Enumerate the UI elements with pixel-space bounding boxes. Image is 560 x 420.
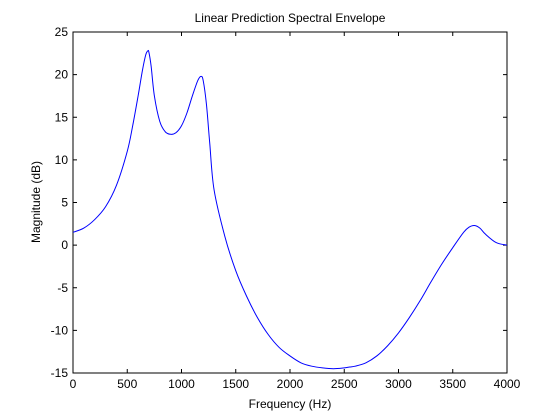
tick-labels-group: 0 500 1000 1500 2000 2500 3000 3500 4000 -15 -10 -5…	[51, 25, 521, 391]
y-tick-label: 15	[55, 110, 69, 124]
series-line-0	[72, 49, 508, 370]
x-tick-label: 4000	[494, 377, 521, 391]
x-tick-label: 2500	[331, 377, 358, 391]
y-tick-label: 20	[55, 68, 69, 82]
y-tick-label: -10	[51, 323, 69, 337]
x-tick-label: 2000	[277, 377, 304, 391]
y-tick-label: 10	[55, 153, 69, 167]
x-tick-label: 3500	[439, 377, 466, 391]
x-axis-label: Frequency (Hz)	[249, 397, 332, 411]
y-axis-label: Magnitude (dB)	[29, 161, 43, 243]
x-tick-label: 3000	[385, 377, 412, 391]
y-tick-label: 25	[55, 25, 69, 39]
series-layer	[72, 49, 508, 370]
y-tick-label: -15	[51, 366, 69, 380]
x-tick-label: 0	[70, 377, 77, 391]
y-tick-label: 5	[61, 196, 68, 210]
plot-area	[72, 31, 508, 374]
x-tick-label: 500	[117, 377, 137, 391]
y-tick-label: 0	[61, 238, 68, 252]
x-tick-label: 1500	[222, 377, 249, 391]
ticks-group	[72, 31, 508, 374]
y-tick-label: -5	[57, 281, 68, 295]
x-tick-label: 1000	[168, 377, 195, 391]
chart-title: Linear Prediction Spectral Envelope	[195, 11, 386, 25]
